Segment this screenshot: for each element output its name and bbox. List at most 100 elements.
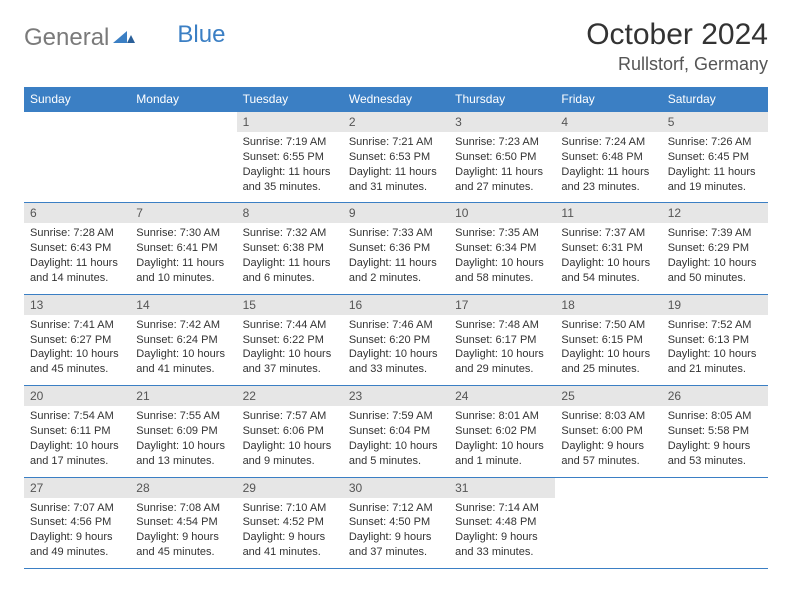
sunrise-text: Sunrise: 7:41 AM — [30, 318, 124, 333]
day-number: 15 — [237, 294, 343, 315]
day-number: 9 — [343, 203, 449, 224]
sunset-text: Sunset: 6:50 PM — [455, 150, 549, 165]
day-cell: Sunrise: 7:12 AMSunset: 4:50 PMDaylight:… — [343, 498, 449, 569]
day-number: 22 — [237, 386, 343, 407]
day-number: 23 — [343, 386, 449, 407]
logo-text-1: General — [24, 24, 109, 52]
empty-cell — [662, 477, 768, 498]
sunrise-text: Sunrise: 8:01 AM — [455, 409, 549, 424]
day-cell: Sunrise: 7:48 AMSunset: 6:17 PMDaylight:… — [449, 315, 555, 386]
day-cell: Sunrise: 7:14 AMSunset: 4:48 PMDaylight:… — [449, 498, 555, 569]
empty-cell — [555, 498, 661, 569]
day-cell: Sunrise: 7:42 AMSunset: 6:24 PMDaylight:… — [130, 315, 236, 386]
sunset-text: Sunset: 6:43 PM — [30, 241, 124, 256]
sunrise-text: Sunrise: 7:39 AM — [668, 226, 762, 241]
day-number: 6 — [24, 203, 130, 224]
sunset-text: Sunset: 6:41 PM — [136, 241, 230, 256]
daynum-row: 2728293031 — [24, 477, 768, 498]
day-cell: Sunrise: 7:54 AMSunset: 6:11 PMDaylight:… — [24, 406, 130, 477]
sunset-text: Sunset: 6:15 PM — [561, 333, 655, 348]
empty-cell — [130, 112, 236, 133]
sunrise-text: Sunrise: 7:21 AM — [349, 135, 443, 150]
sunset-text: Sunset: 4:54 PM — [136, 515, 230, 530]
daylight-text: Daylight: 11 hours and 10 minutes. — [136, 256, 230, 286]
sunset-text: Sunset: 6:11 PM — [30, 424, 124, 439]
sunset-text: Sunset: 4:56 PM — [30, 515, 124, 530]
sunset-text: Sunset: 6:22 PM — [243, 333, 337, 348]
sunrise-text: Sunrise: 7:08 AM — [136, 501, 230, 516]
sunrise-text: Sunrise: 7:14 AM — [455, 501, 549, 516]
sunset-text: Sunset: 6:09 PM — [136, 424, 230, 439]
logo-mark-icon — [113, 24, 135, 52]
page-title: October 2024 — [586, 18, 768, 52]
sunrise-text: Sunrise: 7:33 AM — [349, 226, 443, 241]
sunset-text: Sunset: 6:00 PM — [561, 424, 655, 439]
day-cell: Sunrise: 7:35 AMSunset: 6:34 PMDaylight:… — [449, 223, 555, 294]
daylight-text: Daylight: 11 hours and 19 minutes. — [668, 165, 762, 195]
daylight-text: Daylight: 11 hours and 2 minutes. — [349, 256, 443, 286]
sunrise-text: Sunrise: 7:54 AM — [30, 409, 124, 424]
day-number: 30 — [343, 477, 449, 498]
sunset-text: Sunset: 6:45 PM — [668, 150, 762, 165]
sunset-text: Sunset: 6:13 PM — [668, 333, 762, 348]
day-number: 29 — [237, 477, 343, 498]
empty-cell — [130, 132, 236, 203]
sunrise-text: Sunrise: 7:28 AM — [30, 226, 124, 241]
day-cell: Sunrise: 7:57 AMSunset: 6:06 PMDaylight:… — [237, 406, 343, 477]
day-number: 13 — [24, 294, 130, 315]
sunrise-text: Sunrise: 7:44 AM — [243, 318, 337, 333]
sunrise-text: Sunrise: 7:26 AM — [668, 135, 762, 150]
sunset-text: Sunset: 6:02 PM — [455, 424, 549, 439]
day-cell: Sunrise: 7:55 AMSunset: 6:09 PMDaylight:… — [130, 406, 236, 477]
logo-text-2: Blue — [177, 21, 225, 49]
day-cell: Sunrise: 7:26 AMSunset: 6:45 PMDaylight:… — [662, 132, 768, 203]
day-number: 20 — [24, 386, 130, 407]
sunrise-text: Sunrise: 7:37 AM — [561, 226, 655, 241]
logo: General Blue — [24, 18, 225, 52]
day-number: 28 — [130, 477, 236, 498]
daylight-text: Daylight: 9 hours and 53 minutes. — [668, 439, 762, 469]
daynum-row: 20212223242526 — [24, 386, 768, 407]
day-number: 18 — [555, 294, 661, 315]
day-cell: Sunrise: 7:32 AMSunset: 6:38 PMDaylight:… — [237, 223, 343, 294]
day-number: 17 — [449, 294, 555, 315]
sunset-text: Sunset: 6:04 PM — [349, 424, 443, 439]
sunset-text: Sunset: 6:20 PM — [349, 333, 443, 348]
day-number: 25 — [555, 386, 661, 407]
day-cell: Sunrise: 7:10 AMSunset: 4:52 PMDaylight:… — [237, 498, 343, 569]
sunset-text: Sunset: 4:48 PM — [455, 515, 549, 530]
day-number: 1 — [237, 112, 343, 133]
sunrise-text: Sunrise: 8:03 AM — [561, 409, 655, 424]
day-header-row: SundayMondayTuesdayWednesdayThursdayFrid… — [24, 87, 768, 112]
day-cell: Sunrise: 7:59 AMSunset: 6:04 PMDaylight:… — [343, 406, 449, 477]
day-cell: Sunrise: 7:21 AMSunset: 6:53 PMDaylight:… — [343, 132, 449, 203]
sunrise-text: Sunrise: 7:24 AM — [561, 135, 655, 150]
daylight-text: Daylight: 10 hours and 5 minutes. — [349, 439, 443, 469]
daylight-text: Daylight: 10 hours and 21 minutes. — [668, 347, 762, 377]
day-number: 27 — [24, 477, 130, 498]
sunset-text: Sunset: 5:58 PM — [668, 424, 762, 439]
day-number: 14 — [130, 294, 236, 315]
daylight-text: Daylight: 9 hours and 33 minutes. — [455, 530, 549, 560]
sunrise-text: Sunrise: 7:35 AM — [455, 226, 549, 241]
daylight-text: Daylight: 9 hours and 37 minutes. — [349, 530, 443, 560]
day-header: Wednesday — [343, 87, 449, 112]
daylight-text: Daylight: 10 hours and 25 minutes. — [561, 347, 655, 377]
sunrise-text: Sunrise: 7:23 AM — [455, 135, 549, 150]
daylight-text: Daylight: 10 hours and 37 minutes. — [243, 347, 337, 377]
day-header: Sunday — [24, 87, 130, 112]
sunrise-text: Sunrise: 7:32 AM — [243, 226, 337, 241]
day-cell: Sunrise: 7:08 AMSunset: 4:54 PMDaylight:… — [130, 498, 236, 569]
sunset-text: Sunset: 6:48 PM — [561, 150, 655, 165]
daylight-text: Daylight: 10 hours and 13 minutes. — [136, 439, 230, 469]
day-header: Saturday — [662, 87, 768, 112]
day-number: 26 — [662, 386, 768, 407]
daylight-text: Daylight: 11 hours and 35 minutes. — [243, 165, 337, 195]
daylight-text: Daylight: 11 hours and 31 minutes. — [349, 165, 443, 195]
sunset-text: Sunset: 6:27 PM — [30, 333, 124, 348]
daynum-row: 6789101112 — [24, 203, 768, 224]
header: General Blue October 2024 Rullstorf, Ger… — [24, 18, 768, 75]
calendar-table: SundayMondayTuesdayWednesdayThursdayFrid… — [24, 87, 768, 569]
day-cell: Sunrise: 7:28 AMSunset: 6:43 PMDaylight:… — [24, 223, 130, 294]
empty-cell — [662, 498, 768, 569]
